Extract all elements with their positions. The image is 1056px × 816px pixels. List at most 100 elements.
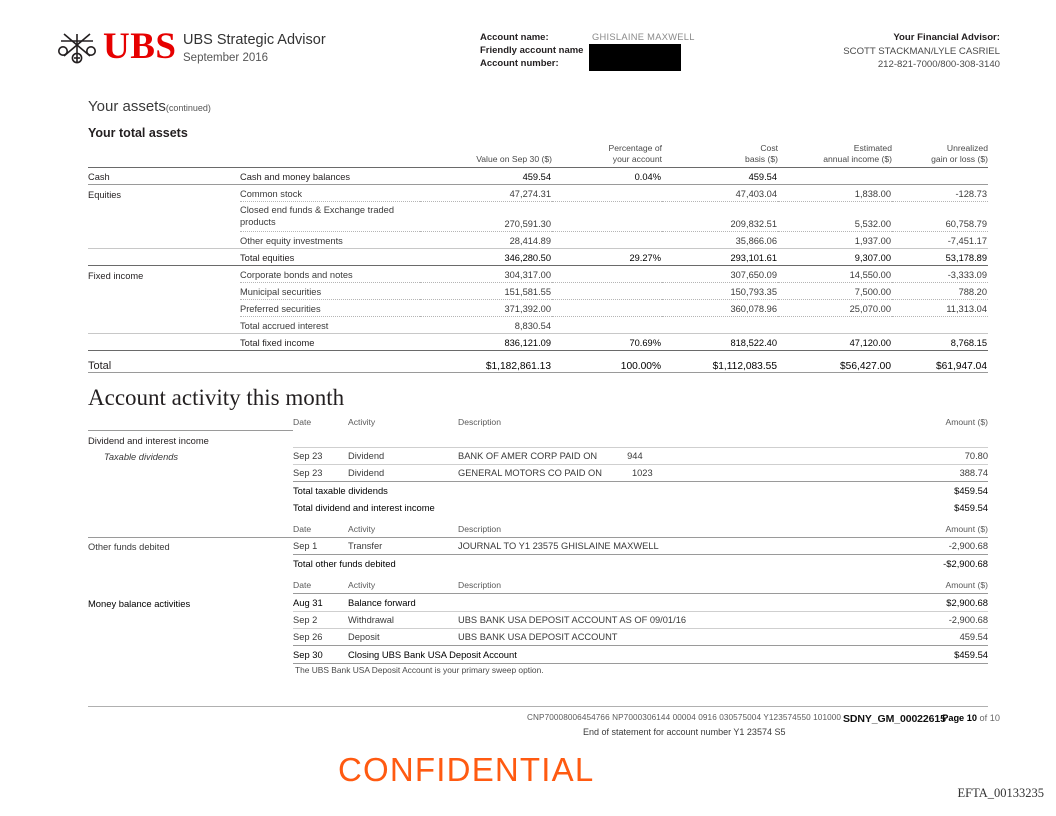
row-description: Preferred securities xyxy=(240,299,420,317)
row-income: 1,937.00 xyxy=(854,236,891,246)
other-funds-label: Other funds debited xyxy=(88,537,293,555)
row-cost: 47,403.04 xyxy=(662,184,778,202)
sweep-option-note: The UBS Bank USA Deposit Account is your… xyxy=(295,665,544,675)
row-cost: 360,078.96 xyxy=(662,299,778,317)
account-name-value: GHISLAINE MAXWELL xyxy=(592,32,695,42)
total-other-funds-label: Total other funds debited xyxy=(293,554,828,572)
total-description xyxy=(240,350,420,373)
row-amount: 388.74 xyxy=(828,464,988,482)
table-row: Total equities 346,280.50 29.27% 293,101… xyxy=(88,248,988,266)
your-assets-continued-note: (continued) xyxy=(165,103,211,113)
row-gain xyxy=(892,317,988,334)
total-dividend-interest-row: Total dividend and interest income $459.… xyxy=(88,499,988,516)
table-row: Closed end funds & Exchange traded produ… xyxy=(88,201,988,232)
row-activity: Transfer xyxy=(348,537,458,555)
row-gain xyxy=(892,167,988,185)
row-gain: 60,758.79 xyxy=(892,201,988,232)
row-description: BANK OF AMER CORP PAID ON 944 xyxy=(458,447,828,465)
row-percentage: 29.27% xyxy=(552,248,662,266)
footer-divider xyxy=(88,706,988,707)
account-number-row: Account number: xyxy=(480,57,695,70)
row-value: 836,121.09 xyxy=(420,333,552,351)
total-value: $1,182,861.13 xyxy=(420,350,552,373)
friendly-name-row: Friendly account name xyxy=(480,44,695,57)
your-assets-heading-text: Your assets xyxy=(88,98,166,115)
activity-col-date-header: Date xyxy=(293,524,312,534)
row-income: 7,500.00 xyxy=(778,282,892,300)
table-row: Sep 23 Dividend GENERAL MOTORS CO PAID O… xyxy=(88,464,988,482)
row-activity: Dividend xyxy=(348,464,458,482)
row-cost: 818,522.40 xyxy=(662,333,778,351)
total-other-funds-amount: -$2,900.68 xyxy=(828,554,988,572)
col-cost-header-l2: basis ($) xyxy=(745,154,778,164)
row-date: Sep 23 xyxy=(293,447,348,465)
table-row: Other equity investments 28,414.89 35,86… xyxy=(88,232,988,249)
balance-forward-row: Money balance activities Aug 31 Balance … xyxy=(88,593,988,612)
total-dividend-interest-amount: $459.54 xyxy=(954,502,988,513)
row-description-text: BANK OF AMER CORP PAID ON xyxy=(458,451,598,461)
account-number-label: Account number: xyxy=(480,58,559,70)
table-row: Total accrued interest 8,830.54 xyxy=(88,317,988,334)
row-cost xyxy=(662,317,778,334)
row-value: 371,392.00 xyxy=(420,299,552,317)
activity-col-activity-header: Activity xyxy=(348,417,376,427)
row-cost: 293,101.61 xyxy=(662,248,778,266)
row-gain: -7,451.17 xyxy=(947,236,987,246)
col-cost-header-l1: Cost xyxy=(760,143,778,153)
row-description-text: GENERAL MOTORS CO PAID ON xyxy=(458,468,602,478)
dividend-sublabel: Taxable dividends xyxy=(104,451,179,462)
activity-col-amount-header: Amount ($) xyxy=(945,417,988,427)
row-income: 47,120.00 xyxy=(778,333,892,351)
activity-header-row: Date Activity Description Amount ($) xyxy=(88,580,988,594)
total-assets-table: Value on Sep 30 ($) Percentage of your a… xyxy=(88,143,988,373)
row-description: UBS BANK USA DEPOSIT ACCOUNT xyxy=(458,628,828,646)
row-activity: Deposit xyxy=(348,628,458,646)
your-total-assets-subheading: Your total assets xyxy=(88,126,188,140)
total-gain: $61,947.04 xyxy=(892,350,988,373)
row-description-number: 944 xyxy=(627,451,643,461)
row-date: Sep 23 xyxy=(293,464,348,482)
activity-col-amount-header: Amount ($) xyxy=(945,580,988,590)
control-number: CNP70008006454766 NP7000306144 00004 091… xyxy=(527,713,842,722)
row-percentage xyxy=(552,184,662,202)
table-row: Sep 2 Withdrawal UBS BANK USA DEPOSIT AC… xyxy=(88,611,988,629)
activity-header-row: Date Activity Description Amount ($) xyxy=(88,524,988,538)
financial-advisor-block: Your Financial Advisor: SCOTT STACKMAN/L… xyxy=(843,31,1000,72)
row-percentage xyxy=(552,265,662,283)
table-row: Equities Common stock 47,274.31 47,403.0… xyxy=(88,184,988,202)
total-label: Total xyxy=(88,350,240,373)
row-activity: Closing UBS Bank USA Deposit Account xyxy=(348,645,828,664)
row-description: Total equities xyxy=(240,248,420,266)
row-description: JOURNAL TO Y1 23575 GHISLAINE MAXWELL xyxy=(458,537,828,555)
activity-header-row: Date Activity Description Amount ($) xyxy=(88,417,988,430)
statement-title: UBS Strategic Advisor xyxy=(183,32,326,48)
activity-col-description-header: Description xyxy=(458,417,501,427)
row-gain: -128.73 xyxy=(892,184,988,202)
money-balance-label: Money balance activities xyxy=(88,597,191,609)
activity-col-description-header: Description xyxy=(458,580,501,590)
row-category xyxy=(88,283,240,300)
table-row: Taxable dividends Sep 23 Dividend BANK O… xyxy=(88,447,988,465)
row-income: 5,532.00 xyxy=(778,201,892,232)
row-description: Total fixed income xyxy=(240,333,420,351)
row-cost: 150,793.35 xyxy=(662,282,778,300)
row-activity: Dividend xyxy=(348,447,458,465)
row-value: 151,581.55 xyxy=(420,282,552,300)
table-row: Municipal securities 151,581.55 150,793.… xyxy=(88,282,988,300)
redaction-box xyxy=(589,44,681,71)
row-percentage xyxy=(552,299,662,317)
account-activity-heading: Account activity this month xyxy=(88,385,345,410)
row-activity: Withdrawal xyxy=(348,611,458,629)
advisor-phone: 212-821-7000/800-308-3140 xyxy=(877,59,1000,70)
col-income-header: Estimated annual income ($) xyxy=(778,143,892,168)
row-amount: 70.80 xyxy=(828,447,988,465)
row-description: GENERAL MOTORS CO PAID ON 1023 xyxy=(458,464,828,482)
col-description-header xyxy=(240,143,420,168)
row-amount: 459.54 xyxy=(828,628,988,646)
row-income: 9,307.00 xyxy=(778,248,892,266)
bates-number-corner: EFTA_00133235 xyxy=(957,786,1045,800)
row-category xyxy=(88,202,240,232)
activity-col-activity-header: Activity xyxy=(348,524,376,534)
activity-col-blank xyxy=(88,417,293,430)
